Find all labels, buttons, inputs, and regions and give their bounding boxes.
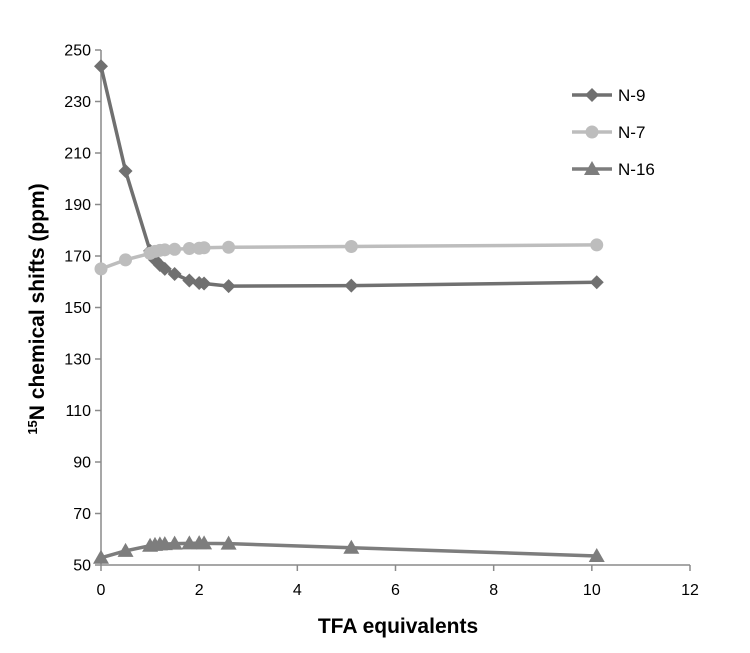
data-point-n-9 bbox=[94, 59, 108, 74]
data-point-n-16 bbox=[220, 535, 237, 550]
data-point-n-7 bbox=[197, 241, 211, 255]
legend-item-n-9: N-9 bbox=[572, 86, 645, 105]
legend-item-n-7: N-7 bbox=[572, 123, 645, 142]
data-point-n-9 bbox=[344, 278, 359, 293]
legend-label-n-9: N-9 bbox=[618, 86, 645, 105]
y-tick-label: 130 bbox=[64, 352, 91, 369]
x-tick-label: 4 bbox=[293, 582, 302, 599]
data-point-n-7 bbox=[344, 239, 358, 253]
data-point-n-7 bbox=[590, 238, 604, 252]
y-tick-label: 90 bbox=[73, 455, 91, 472]
data-point-n-7 bbox=[94, 262, 108, 276]
legend-label-n-16: N-16 bbox=[618, 160, 655, 179]
legend-marker-n-9 bbox=[585, 88, 599, 102]
x-tick-label: 2 bbox=[195, 582, 204, 599]
data-point-n-7 bbox=[158, 243, 172, 257]
series-layer bbox=[93, 59, 605, 564]
data-point-n-9 bbox=[118, 164, 133, 179]
data-point-n-7 bbox=[222, 240, 236, 254]
legend-marker-n-7 bbox=[585, 125, 599, 139]
data-point-n-7 bbox=[182, 242, 196, 256]
y-tick-label: 190 bbox=[64, 197, 91, 214]
data-point-n-9 bbox=[221, 279, 236, 294]
series-n-9 bbox=[94, 59, 604, 294]
data-point-n-9 bbox=[167, 267, 182, 282]
y-tick-label: 110 bbox=[65, 403, 91, 420]
data-point-n-9 bbox=[197, 276, 212, 291]
data-point-n-7 bbox=[168, 242, 182, 256]
axes bbox=[100, 50, 690, 566]
y-axis-title-superscript: 15 bbox=[25, 420, 40, 434]
data-point-n-9 bbox=[182, 273, 197, 288]
series-n-16 bbox=[93, 535, 605, 564]
data-point-n-16 bbox=[117, 542, 134, 557]
legend-marker-n-16 bbox=[584, 161, 600, 175]
y-tick-label: 50 bbox=[73, 558, 91, 575]
data-point-n-16 bbox=[343, 539, 360, 554]
y-axis-title-main: N chemical shifts (ppm) bbox=[26, 183, 49, 420]
y-tick-label: 230 bbox=[64, 94, 91, 111]
y-axis-title: 15N chemical shifts (ppm) bbox=[25, 183, 49, 434]
legend: N-9 N-7 N-16 bbox=[572, 86, 655, 179]
x-tick-label: 10 bbox=[583, 582, 601, 599]
legend-label-n-7: N-7 bbox=[618, 123, 645, 142]
y-tick-label: 250 bbox=[64, 43, 91, 60]
y-tick-label: 210 bbox=[64, 146, 91, 163]
data-point-n-16 bbox=[196, 535, 213, 550]
data-point-n-9 bbox=[157, 261, 172, 276]
data-point-n-9 bbox=[589, 275, 604, 290]
data-point-n-7 bbox=[119, 253, 133, 267]
y-axis-ticks: 50 70 90 110 130 150 170 190 210 230 250 bbox=[64, 43, 101, 575]
x-axis-title: TFA equivalents bbox=[318, 615, 478, 638]
data-point-n-16 bbox=[166, 535, 183, 550]
y-tick-label: 170 bbox=[64, 249, 91, 266]
data-point-n-16 bbox=[93, 549, 109, 564]
legend-item-n-16: N-16 bbox=[572, 160, 655, 179]
x-tick-label: 0 bbox=[97, 582, 106, 599]
series-n-7 bbox=[94, 238, 604, 276]
y-tick-label: 150 bbox=[64, 300, 91, 317]
x-tick-label: 12 bbox=[681, 582, 699, 599]
x-tick-label: 8 bbox=[489, 582, 498, 599]
y-tick-label: 70 bbox=[73, 506, 91, 523]
data-point-n-16 bbox=[588, 547, 605, 562]
x-axis-ticks: 0 2 4 6 8 10 12 bbox=[97, 565, 699, 599]
x-tick-label: 6 bbox=[391, 582, 400, 599]
